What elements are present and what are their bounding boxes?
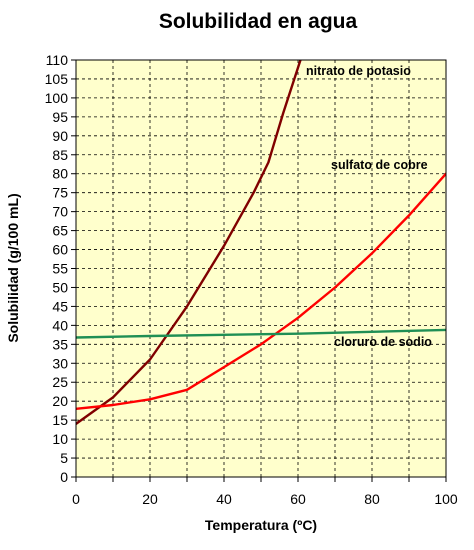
y-tick-label: 5 [60, 450, 68, 466]
y-axis-label: Solubilidad (g/100 mL) [5, 193, 21, 342]
series-line-cloruro-de-sodio [76, 328, 446, 339]
y-tick-label: 85 [52, 147, 68, 163]
y-tick-label: 35 [52, 336, 68, 352]
series-line-nitrato-de-potasio [76, 60, 302, 426]
y-tick-label: 10 [52, 431, 68, 447]
y-tick-label: 55 [52, 261, 68, 277]
x-tick-label: 60 [290, 491, 306, 507]
x-tick-label: 80 [364, 491, 380, 507]
y-tick-label: 80 [52, 166, 68, 182]
series-label-nitrato-de-potasio: nitrato de potasio [306, 64, 411, 78]
y-tick-label: 65 [52, 223, 68, 239]
y-tick-label: 50 [52, 279, 68, 295]
y-tick-label: 60 [52, 242, 68, 258]
y-tick-label: 105 [45, 71, 69, 87]
y-tick-label: 40 [52, 317, 68, 333]
series-line-sulfato-de-cobre [76, 172, 446, 410]
x-tick-label: 20 [142, 491, 158, 507]
y-tick-label: 75 [52, 185, 68, 201]
x-axis-label: Temperatura (ºC) [205, 517, 317, 533]
series-label-cloruro-de-sodio: cloruro de sodio [334, 335, 432, 349]
x-axis-ticks: 0 20 40 60 80 100 [72, 477, 458, 507]
series-label-sulfato-de-cobre: sulfato de cobre [331, 158, 428, 172]
y-tick-label: 15 [52, 412, 68, 428]
y-tick-label: 95 [52, 109, 68, 125]
y-tick-label: 0 [60, 469, 68, 485]
y-tick-label: 70 [52, 204, 68, 220]
y-tick-label: 30 [52, 355, 68, 371]
y-axis-ticks: 0 5 10 15 20 25 30 35 40 45 50 55 60 65 70 75 80 85 90 95 10… [45, 52, 76, 485]
y-tick-label: 100 [45, 90, 69, 106]
y-tick-label: 20 [52, 393, 68, 409]
y-tick-label: 110 [46, 52, 69, 68]
y-tick-label: 25 [52, 374, 68, 390]
chart-title: Solubilidad en agua [159, 10, 358, 33]
series-layer [76, 60, 446, 426]
y-tick-label: 90 [52, 128, 68, 144]
y-tick-label: 45 [52, 298, 68, 314]
x-tick-label: 100 [434, 491, 458, 507]
x-tick-label: 40 [216, 491, 232, 507]
x-tick-label: 0 [72, 491, 80, 507]
series-labels: nitrato de potasio sulfato de cobre clor… [306, 64, 432, 349]
